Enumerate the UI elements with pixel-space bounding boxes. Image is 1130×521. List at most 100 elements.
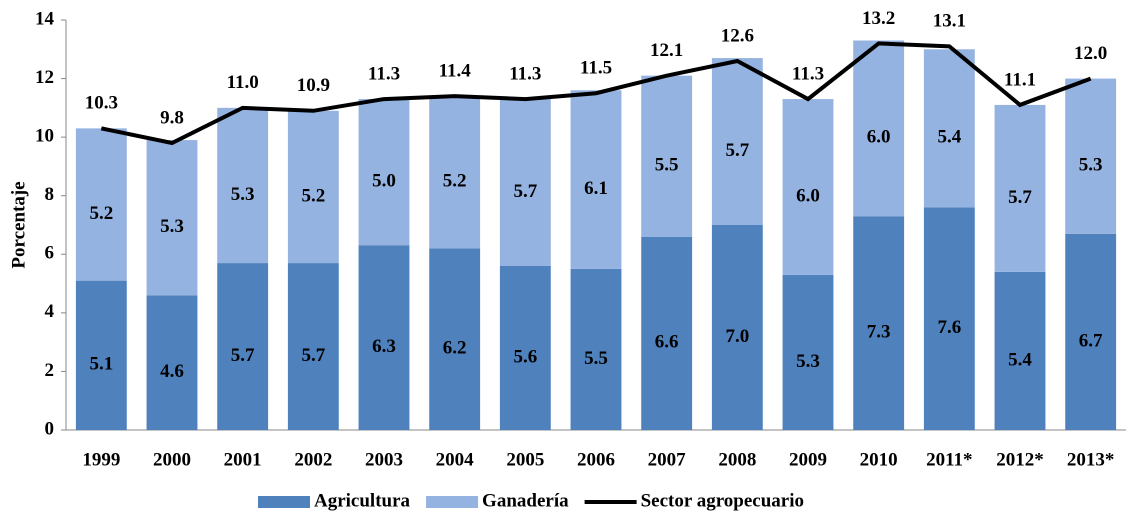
x-tick-label: 2005: [506, 449, 544, 470]
bar-label: 5.2: [89, 203, 113, 224]
bar: [994, 104, 1046, 272]
bar-label: 4.6: [160, 361, 184, 382]
bar: [711, 225, 763, 430]
bar: [711, 58, 763, 226]
line-label: 11.3: [792, 63, 824, 84]
x-tick-label: 2000: [153, 449, 191, 470]
bar: [499, 266, 551, 430]
bar-label: 5.5: [655, 155, 679, 176]
bar-label: 7.3: [867, 321, 891, 342]
y-axis-label: Porcentaje: [8, 181, 29, 268]
bar-label: 5.4: [1008, 349, 1032, 370]
bar-label: 6.3: [372, 336, 396, 357]
legend-label: Ganadería: [482, 490, 569, 511]
line-label: 13.2: [862, 8, 895, 29]
bar-label: 7.6: [937, 317, 961, 338]
x-tick-label: 2006: [577, 449, 615, 470]
y-tick-label: 4: [45, 301, 55, 322]
bar: [75, 128, 127, 281]
bar: [358, 99, 410, 246]
bar-label: 6.1: [584, 178, 608, 199]
x-tick-label: 2007: [648, 449, 687, 470]
y-tick-label: 8: [45, 184, 55, 205]
bar: [853, 40, 905, 217]
bar-label: 6.6: [655, 332, 679, 353]
bar-label: 5.6: [513, 346, 537, 367]
bar-label: 5.7: [725, 140, 749, 161]
legend-label: Agricultura: [314, 490, 411, 511]
bar-label: 5.0: [372, 171, 396, 192]
bar-label: 5.7: [301, 345, 325, 366]
x-tick-label: 2008: [718, 449, 756, 470]
bar-label: 5.1: [89, 354, 113, 375]
bar: [923, 49, 975, 208]
bar-label: 5.3: [231, 184, 255, 205]
bar-label: 5.3: [160, 216, 184, 237]
bar-label: 6.7: [1079, 330, 1103, 351]
bar-label: 6.0: [796, 185, 820, 206]
bar: [217, 263, 269, 430]
y-tick-label: 10: [35, 126, 54, 147]
x-tick-label: 2009: [789, 449, 827, 470]
line-label: 12.1: [650, 40, 683, 61]
y-tick-label: 2: [45, 360, 55, 381]
x-tick-label: 2002: [294, 449, 332, 470]
bar-label: 5.3: [796, 351, 820, 372]
x-tick-label: 2012*: [996, 449, 1044, 470]
y-tick-label: 14: [35, 8, 55, 29]
legend-swatch: [426, 496, 479, 508]
bar-label: 5.4: [937, 127, 961, 148]
bar: [287, 110, 339, 264]
bar-label: 5.3: [1079, 155, 1103, 176]
bar-label: 6.2: [443, 338, 467, 359]
bar-label: 5.2: [301, 185, 325, 206]
bar: [1065, 233, 1117, 430]
line-label: 11.3: [368, 63, 400, 84]
bar-label: 5.5: [584, 348, 608, 369]
line-label: 9.8: [160, 107, 184, 128]
bar-label: 5.2: [443, 171, 467, 192]
bar-label: 5.7: [231, 345, 255, 366]
bar: [217, 107, 269, 264]
bar: [146, 140, 198, 296]
bar-label: 5.7: [1008, 187, 1032, 208]
bar: [358, 245, 410, 430]
bar: [641, 75, 693, 237]
bar: [1065, 78, 1117, 234]
bar: [429, 248, 481, 430]
line-label: 13.1: [933, 11, 966, 32]
line-label: 11.1: [1004, 69, 1036, 90]
line-label: 12.6: [721, 25, 754, 46]
bar-label: 6.0: [867, 127, 891, 148]
bar: [75, 280, 127, 430]
line: [100, 41, 1092, 146]
bar: [923, 207, 975, 430]
bar: [994, 271, 1046, 430]
line-label: 11.4: [439, 61, 472, 82]
legend-swatch: [258, 496, 310, 508]
line-label: 12.0: [1074, 43, 1107, 64]
bar-label: 7.0: [725, 326, 749, 347]
bar: [570, 90, 622, 269]
bar: [499, 99, 551, 266]
x-tick-label: 2010: [860, 449, 898, 470]
bar: [570, 268, 622, 430]
line-label: 10.9: [297, 75, 330, 96]
bar: [146, 295, 198, 430]
x-tick-label: 2003: [365, 449, 403, 470]
y-tick-label: 0: [45, 418, 55, 439]
y-tick-label: 12: [35, 67, 54, 88]
bar: [287, 263, 339, 430]
line-label: 11.3: [509, 63, 541, 84]
x-tick-label: 2013*: [1067, 449, 1115, 470]
x-tick-label: 2004: [436, 449, 475, 470]
bar: [429, 96, 481, 249]
legend-label: Sector agropecuario: [641, 490, 804, 511]
bar: [853, 216, 905, 430]
bar-label: 5.7: [513, 181, 537, 202]
line-label: 10.3: [85, 93, 118, 114]
x-tick-label: 1999: [82, 449, 120, 470]
line-label: 11.0: [227, 72, 259, 93]
bar: [641, 236, 693, 430]
